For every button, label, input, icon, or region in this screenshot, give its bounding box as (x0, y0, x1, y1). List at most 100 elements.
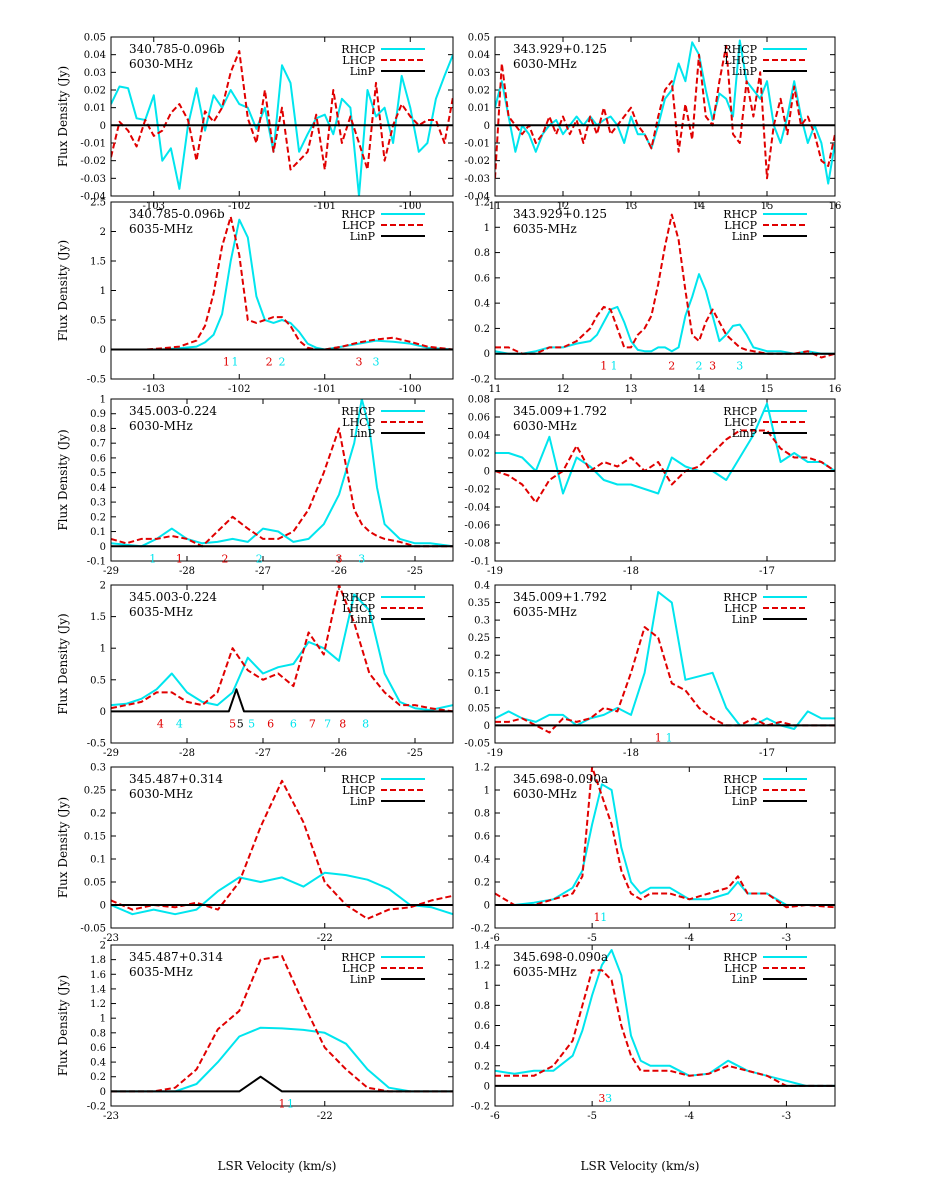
component-label: 1 (666, 731, 673, 744)
y-tick-label: 1.2 (90, 999, 106, 1010)
plot-frame (110, 766, 454, 929)
panel-3: Flux Density (Jy) -0.5 0 0.5 1 1.5 2 2.5 -103 -10… (56, 198, 454, 395)
component-label: 1 (655, 731, 662, 744)
y-tick-label: 0 (484, 901, 490, 912)
legend-label-linp: LinP (732, 65, 758, 78)
series-lhcp (495, 767, 835, 909)
y-tick-label: 1 (100, 1014, 106, 1025)
y-tick-label: 1.4 (474, 941, 490, 952)
component-label: 6 (290, 717, 297, 730)
y-tick-label: 0 (484, 121, 490, 132)
y-tick-label: 0.01 (468, 103, 490, 114)
legend-label-rhcp: RHCP (723, 43, 757, 56)
y-tick-label: -0.03 (80, 174, 106, 185)
series-rhcp (111, 1026, 453, 1093)
y-tick-label: 1.5 (90, 257, 106, 268)
component-label: 1 (594, 911, 601, 924)
frequency-label: 6035-MHz (513, 605, 577, 619)
component-label: 1 (600, 911, 607, 924)
source-title: 343.929+0.125 (513, 207, 607, 221)
legend-label-linp: LinP (350, 973, 376, 986)
frequency-label: 6035-MHz (129, 222, 193, 236)
source-title: 345.003-0.224 (129, 590, 217, 604)
y-tick-label: 2 (100, 941, 106, 952)
y-tick-label: 0.05 (468, 703, 490, 714)
y-tick-label: 0.2 (90, 1072, 106, 1083)
x-tick-label: -3 (782, 933, 792, 944)
component-label: 1 (287, 1097, 294, 1110)
y-tick-label: 0.3 (90, 498, 106, 509)
legend-label-linp: LinP (732, 427, 758, 440)
x-tick-label: 15 (761, 384, 774, 395)
x-tick-label: -25 (407, 566, 423, 577)
y-tick-label: -0.2 (471, 375, 490, 386)
x-tick-label: -22 (317, 1111, 333, 1122)
x-tick-label: 14 (693, 384, 706, 395)
series-rhcp (111, 593, 453, 712)
y-tick-label: 0.1 (90, 527, 106, 538)
y-tick-label: 0 (100, 345, 106, 356)
plot-frame (494, 398, 836, 562)
y-tick-label: 0.4 (90, 483, 106, 494)
x-tick-label: -19 (487, 566, 503, 577)
y-tick-label: -0.08 (464, 539, 490, 550)
y-tick-label: 1 (484, 786, 490, 797)
series-rhcp (495, 39, 835, 185)
y-axis-label: Flux Density (Jy) (56, 797, 70, 898)
source-title: 345.487+0.314 (129, 950, 223, 964)
series-linp (111, 1075, 453, 1093)
component-label: 4 (176, 717, 183, 730)
x-tick-label: -17 (759, 566, 775, 577)
series-rhcp (495, 402, 835, 495)
x-tick-label: -4 (684, 1111, 694, 1122)
x-tick-label: -22 (317, 933, 333, 944)
y-tick-label: -0.03 (464, 174, 490, 185)
series-lhcp (111, 427, 453, 548)
y-tick-label: 0.05 (84, 33, 106, 44)
legend-label-linp: LinP (350, 613, 376, 626)
series-lhcp (111, 585, 453, 713)
component-label: 7 (309, 717, 316, 730)
y-tick-label: 0.7 (90, 439, 106, 450)
legend-label-linp: LinP (350, 795, 376, 808)
y-axis-label: Flux Density (Jy) (56, 66, 70, 167)
component-label: 5 (237, 717, 244, 730)
y-tick-label: -0.05 (464, 739, 490, 750)
component-label: 2 (256, 552, 263, 565)
y-tick-label: 0.06 (468, 413, 490, 424)
frequency-label: 6030-MHz (129, 419, 193, 433)
y-tick-label: 0.2 (90, 809, 106, 820)
component-label: 3 (336, 552, 343, 565)
y-tick-label: 0 (484, 721, 490, 732)
x-tick-label: -23 (103, 933, 119, 944)
series-lhcp (111, 215, 453, 351)
y-tick-label: 0.4 (474, 855, 490, 866)
y-tick-label: -0.1 (87, 557, 106, 568)
y-tick-label: 0.6 (474, 273, 490, 284)
y-tick-label: 0.04 (84, 50, 106, 61)
series-rhcp (111, 871, 453, 916)
y-tick-label: 1.2 (474, 763, 490, 774)
y-tick-label: 0.6 (474, 1021, 490, 1032)
x-tick-label: -6 (490, 933, 500, 944)
y-tick-label: 0.08 (468, 395, 490, 406)
x-tick-label: -23 (103, 1111, 119, 1122)
component-label: 3 (605, 1092, 612, 1105)
y-tick-label: 0 (100, 901, 106, 912)
series-linp (111, 688, 453, 713)
component-label: 3 (358, 552, 365, 565)
plot-frame (110, 398, 454, 562)
series-lhcp (495, 213, 835, 359)
x-tick-label: -26 (331, 748, 347, 759)
legend-label-lhcp: LHCP (342, 602, 375, 615)
y-tick-label: 0.3 (90, 763, 106, 774)
y-tick-label: -0.02 (464, 156, 490, 167)
legend-label-rhcp: RHCP (723, 773, 757, 786)
y-tick-label: -0.2 (471, 924, 490, 935)
y-tick-label: -0.01 (464, 139, 490, 150)
y-tick-label: 0 (484, 1081, 490, 1092)
legend-label-linp: LinP (350, 427, 376, 440)
frequency-label: 6035-MHz (513, 965, 577, 979)
legend-label-linp: LinP (732, 973, 758, 986)
